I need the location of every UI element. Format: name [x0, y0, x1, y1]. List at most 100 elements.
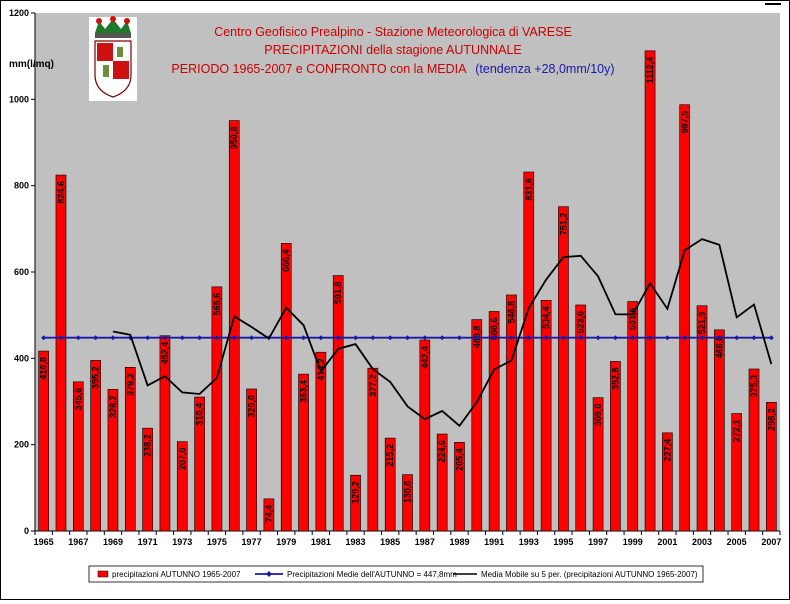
- legend-label-mean: Precipitazioni Medie dell'AUTUNNO = 447,…: [287, 570, 457, 579]
- mean-marker: [578, 335, 584, 341]
- mean-marker: [335, 335, 341, 341]
- bar: [55, 174, 67, 532]
- bar: [107, 389, 119, 532]
- bar: [246, 388, 257, 532]
- x-tick-label: 1969: [103, 537, 123, 547]
- mean-marker: [612, 335, 618, 341]
- bar: [228, 120, 240, 532]
- y-tick-label: 1200: [9, 8, 29, 18]
- mean-marker: [387, 335, 393, 341]
- x-tick-label: 1965: [34, 537, 54, 547]
- mean-marker: [508, 335, 514, 341]
- mean-marker: [405, 335, 410, 341]
- bar: [592, 397, 604, 532]
- mean-marker: [110, 335, 116, 341]
- x-tick-label: 1975: [207, 537, 227, 547]
- bar-value-label: 309,0: [593, 404, 603, 427]
- x-tick-label: 1985: [380, 537, 400, 547]
- bar: [280, 243, 292, 532]
- mean-marker: [179, 335, 185, 341]
- bar-value-label: 987,5: [680, 111, 690, 134]
- y-tick-label: 600: [14, 267, 29, 277]
- bar: [350, 474, 361, 532]
- bar-value-label: 392,8: [610, 367, 620, 390]
- x-tick-label: 1971: [138, 537, 158, 547]
- bar: [124, 367, 136, 532]
- mean-marker: [318, 335, 324, 341]
- chart-title-line-3: PERIODO 1965-2007 e CONFRONTO con la MED…: [171, 62, 614, 76]
- bar-value-label: 565,6: [212, 293, 222, 316]
- bar-value-label: 215,2: [385, 444, 395, 467]
- mean-marker: [301, 335, 307, 341]
- y-ticks: 0 200 400 600 800 1000 1200: [9, 8, 35, 536]
- bar: [575, 304, 587, 532]
- mean-marker: [75, 335, 81, 341]
- bar: [142, 427, 153, 532]
- bar-value-label: 521,9: [697, 312, 707, 335]
- moving-average-series: [112, 238, 773, 428]
- bar: [384, 437, 396, 532]
- y-tick-label: 400: [14, 353, 29, 363]
- bar: [315, 351, 327, 532]
- mean-marker: [664, 335, 670, 341]
- bar-value-label: 466,0: [714, 336, 724, 359]
- x-tick-label: 1983: [346, 537, 366, 547]
- bar-value-label: 416,8: [39, 357, 49, 380]
- bar-value-label: 328,2: [108, 395, 118, 418]
- mean-marker: [456, 335, 462, 341]
- mean-marker: [682, 335, 688, 341]
- bar: [506, 294, 517, 532]
- bar: [211, 286, 223, 532]
- bar-value-label: 129,2: [351, 481, 361, 504]
- bar-value-label: 831,6: [524, 178, 534, 201]
- mean-marker: [162, 335, 168, 341]
- mean-marker: [283, 335, 289, 341]
- mean-marker: [699, 335, 705, 341]
- legend: precipitazioni AUTUNNO 1965-2007 Precipi…: [88, 565, 704, 583]
- bar-value-label: 130,6: [403, 481, 413, 504]
- legend-label-bars: precipitazioni AUTUNNO 1965-2007: [112, 570, 241, 579]
- mean-marker: [491, 335, 497, 341]
- y-tick-label: 200: [14, 440, 29, 450]
- bar-value-label: 377,2: [368, 374, 378, 397]
- y-tick-label: 0: [24, 526, 29, 536]
- bar-value-label: 442,4: [420, 346, 430, 369]
- bar: [540, 300, 552, 532]
- x-tick-label: 1999: [623, 537, 643, 547]
- varese-coat-of-arms-logo: [89, 16, 137, 101]
- x-tick-label: 1993: [519, 537, 539, 547]
- mean-marker: [93, 335, 99, 341]
- bar-value-label: 508,6: [489, 317, 499, 340]
- bar: [558, 206, 569, 532]
- mean-marker: [231, 335, 237, 341]
- mean-marker: [768, 335, 774, 341]
- bar-value-label: 298,2: [766, 408, 776, 431]
- bar-value-label: 534,4: [541, 306, 551, 329]
- bar-value-label: 207,0: [177, 448, 187, 471]
- corner-mark: [765, 3, 781, 5]
- x-tick-label: 1967: [68, 537, 88, 547]
- bar-value-label: 395,2: [91, 366, 101, 389]
- x-tick-label: 2007: [761, 537, 781, 547]
- chart-title-period: PERIODO 1965-2007 e CONFRONTO con la MED…: [171, 62, 467, 76]
- mean-marker: [595, 335, 601, 341]
- bar: [402, 474, 413, 532]
- mean-marker: [422, 335, 428, 341]
- mean-marker: [145, 335, 151, 341]
- bar: [90, 360, 101, 532]
- y-tick-label: 1000: [9, 94, 29, 104]
- mean-marker: [630, 335, 636, 341]
- bar-value-labels: 416,8 824,6 345,6 395,2 328,2 379,2 238,2 452,4…: [39, 57, 777, 523]
- bar-value-label: 227,4: [662, 439, 672, 462]
- bar: [488, 311, 500, 532]
- bar-value-label: 310,4: [195, 403, 205, 426]
- bar: [454, 442, 465, 532]
- bar-value-label: 523,6: [576, 311, 586, 334]
- mean-marker: [41, 335, 47, 341]
- legend-swatch-bars: [97, 570, 109, 578]
- bar: [176, 441, 188, 532]
- bar: [748, 368, 760, 532]
- bar-value-label: 74,4: [264, 505, 274, 523]
